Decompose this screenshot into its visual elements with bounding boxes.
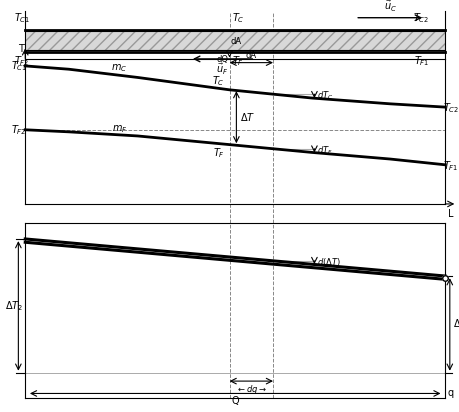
Text: Q: Q (231, 396, 239, 405)
Text: dA: dA (246, 51, 257, 60)
Bar (25, 31, 445, 50)
Text: $T_{F1}$: $T_{F1}$ (443, 159, 459, 173)
Text: q: q (448, 389, 453, 398)
Text: dQ: dQ (216, 55, 228, 64)
Text: L: L (448, 209, 453, 219)
Text: $d(\Delta T)$: $d(\Delta T)$ (317, 257, 341, 269)
Text: dA: dA (230, 37, 241, 46)
Text: $T_{C1}$: $T_{C1}$ (14, 11, 30, 25)
Text: $dT_{F}$: $dT_{F}$ (317, 145, 333, 157)
Text: $T_{F2}$: $T_{F2}$ (11, 123, 27, 137)
Text: $\leftarrow dq\rightarrow$: $\leftarrow dq\rightarrow$ (236, 383, 267, 396)
Text: $\vec{u}_{C}$: $\vec{u}_{C}$ (384, 0, 397, 14)
Text: $\Delta T_2$: $\Delta T_2$ (5, 299, 23, 313)
Text: $\Delta T_1$: $\Delta T_1$ (453, 318, 459, 331)
Text: $\Delta T$: $\Delta T$ (240, 111, 255, 123)
Text: $T_{C2}$: $T_{C2}$ (413, 11, 429, 25)
Text: $T_{F}$: $T_{F}$ (232, 54, 244, 68)
Text: $\vec{u}_{F}$: $\vec{u}_{F}$ (217, 62, 229, 77)
Text: $T_{C2}$: $T_{C2}$ (443, 101, 459, 115)
Text: $T_{C1}$: $T_{C1}$ (11, 59, 28, 73)
Text: $T_{C}$: $T_{C}$ (232, 11, 245, 25)
Text: $T_{F}$: $T_{F}$ (213, 147, 225, 160)
Text: $T_{F1}$: $T_{F1}$ (414, 54, 429, 68)
Text: T: T (18, 44, 23, 54)
Text: $T_{C}$: $T_{C}$ (212, 74, 225, 88)
Text: $m_{F}$: $m_{F}$ (112, 123, 127, 135)
Text: $m_{C}$: $m_{C}$ (111, 62, 128, 74)
Text: $T_{F2}$: $T_{F2}$ (14, 54, 29, 68)
Text: $dT_{C}$: $dT_{C}$ (317, 90, 333, 103)
